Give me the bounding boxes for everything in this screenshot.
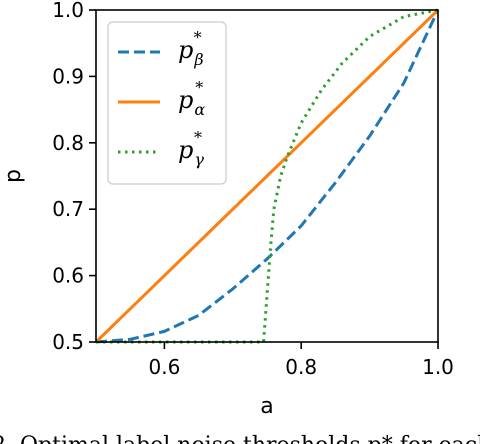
x-tick-label: 0.6 <box>148 355 180 379</box>
axes-frame <box>95 9 439 343</box>
y-tick-label: 0.6 <box>52 264 84 288</box>
plot-area <box>96 8 440 344</box>
y-tick-label: 0.7 <box>52 197 84 221</box>
y-tick-label: 0.8 <box>52 131 84 155</box>
legend-label-alpha: pα* <box>178 78 205 119</box>
y-tick-label: 0.5 <box>52 330 84 354</box>
x-axis-label: a <box>260 394 273 419</box>
x-tick-label: 1.0 <box>422 355 454 379</box>
legend-label-gamma: pγ* <box>178 128 204 169</box>
x-tick-label: 0.8 <box>285 355 317 379</box>
x-axis-ticks: 0.6 0.8 1.0 <box>148 342 454 379</box>
y-tick-label: 1.0 <box>52 0 84 22</box>
y-axis-ticks: 0.5 0.6 0.7 0.8 0.9 1.0 <box>52 0 96 354</box>
legend: pβ* pα* pγ* <box>107 21 227 185</box>
caption-fragment: 2. Optimal label noise thresholds p* for… <box>0 433 480 444</box>
legend-frame <box>107 21 227 185</box>
legend-label-beta: pβ* <box>178 28 204 69</box>
y-axis-label: p <box>1 169 26 183</box>
series-line-beta <box>96 9 440 344</box>
y-tick-label: 0.9 <box>52 64 84 88</box>
series-line-alpha <box>96 8 440 344</box>
